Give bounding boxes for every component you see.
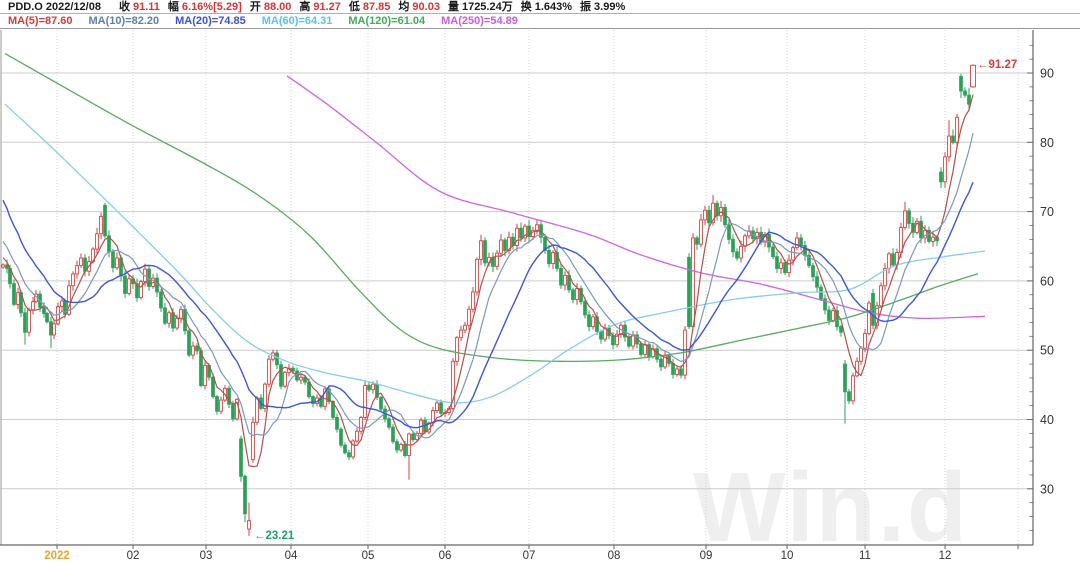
quote-field-value: 1.643% (534, 1, 573, 13)
x-axis-label: 03 (200, 550, 213, 562)
quote-field-value: 91.27 (313, 1, 341, 13)
ma60-line (4, 103, 986, 404)
x-axis-label: 02 (127, 550, 140, 562)
x-axis-label: 11 (859, 550, 871, 562)
quote-field-label: 高 (299, 1, 311, 13)
ma-legend-item: MA(60)=64.31 (261, 15, 333, 27)
x-axis-label: 2022 (44, 550, 70, 562)
ma5-line (2, 94, 974, 468)
quote-field-value: 1725.24万 (461, 1, 513, 13)
x-axis-label: 10 (781, 550, 794, 562)
x-axis-label: 05 (362, 550, 375, 562)
quote-date: 2022/12/08 (45, 1, 101, 13)
quote-field-value: 88.00 (263, 1, 292, 13)
ma-legend-item: MA(20)=74.85 (175, 15, 246, 27)
quote-field-label: 收 (118, 1, 130, 13)
quote-field-value: 90.03 (412, 1, 440, 13)
wind-watermark: Win.d (693, 452, 969, 562)
quote-field-value: 87.85 (362, 1, 391, 13)
y-axis-label: 70 (1040, 205, 1054, 219)
y-axis-label: 50 (1040, 344, 1054, 358)
y-axis-label: 40 (1040, 413, 1054, 427)
ma120-line (4, 53, 979, 363)
y-axis-label: 30 (1040, 482, 1054, 496)
quote-field-value: 91.11 (132, 1, 160, 13)
x-axis-label: 07 (523, 550, 536, 562)
quote-field-label: 振 (580, 1, 592, 13)
ma-legend-item: MA(120)=61.04 (348, 15, 426, 27)
x-axis-label: 04 (285, 550, 298, 562)
x-axis-label: 08 (608, 550, 621, 562)
low-label: ←23.21 (254, 530, 295, 542)
gridlines (1, 30, 1033, 545)
ma-legend-item: MA(10)=82.20 (88, 15, 160, 27)
x-axis-label: 06 (439, 550, 452, 562)
quote-field-value: 3.99% (594, 1, 626, 13)
ma-lines (2, 53, 986, 468)
quote-field-value: 6.16%[5.29] (181, 1, 242, 13)
ma20-line (2, 182, 974, 429)
symbol-and-date: PDD.O 2022/12/08 (8, 1, 101, 13)
x-axis-label: 09 (700, 550, 713, 562)
y-axis-label: 60 (1040, 274, 1054, 288)
ma250-line (286, 75, 986, 320)
quote-field-label: 均 (398, 1, 410, 13)
y-axis-label: 80 (1040, 136, 1054, 150)
ma-legend-item: MA(250)=54.89 (441, 15, 518, 27)
axes: 30 40 50 60 70 80 90 2022 02 03 04 05 06 07 08 09 10 11 12 (0, 30, 1054, 562)
y-axis-label: 90 (1040, 67, 1054, 81)
quote-field-label: 开 (249, 1, 261, 13)
quote-field-label: 低 (348, 1, 360, 13)
quote-field-label: 量 (447, 1, 459, 13)
quote-bar: PDD.O 2022/12/08 收 91.11 幅 6.16%[5.29] 开 88.00… (0, 0, 1080, 14)
ma-legend-item: MA(5)=87.60 (8, 15, 73, 27)
x-axis-label: 12 (939, 550, 952, 562)
symbol: PDD.O (8, 1, 43, 13)
high-label: ←91.27 (977, 59, 1017, 71)
ma-legend-bar: MA(5)=87.60 MA(10)=82.20 MA(20)=74.85 MA(60… (0, 15, 1080, 29)
quote-field-label: 幅 (167, 1, 179, 13)
ma10-line (2, 132, 974, 439)
quote-field-label: 换 (520, 1, 532, 13)
